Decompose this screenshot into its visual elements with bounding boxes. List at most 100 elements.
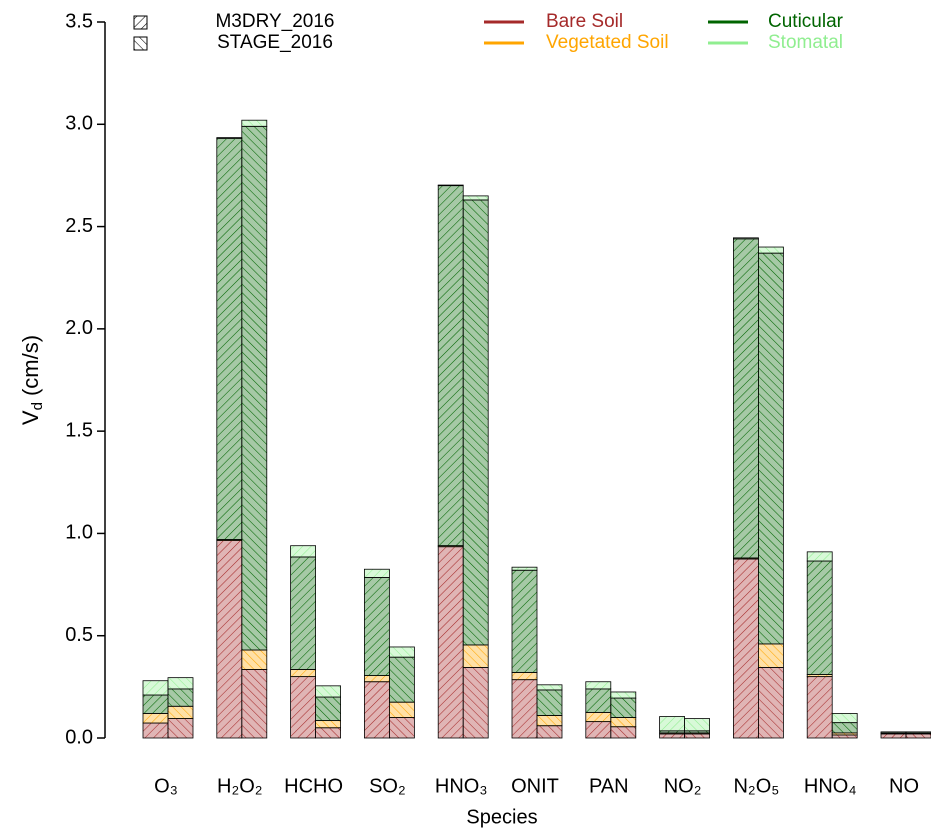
legend-label: Vegetated Soil bbox=[546, 32, 669, 53]
bar-segment bbox=[585, 721, 612, 739]
bar-segment bbox=[585, 681, 612, 690]
x-tick-label: PAN bbox=[589, 775, 629, 797]
bar-segment bbox=[437, 185, 464, 547]
bar-segment bbox=[733, 237, 759, 240]
bar-segment bbox=[167, 688, 194, 707]
bar-segment bbox=[684, 733, 710, 739]
y-tick-label: 3.0 bbox=[65, 113, 93, 135]
bar-segment bbox=[167, 718, 194, 739]
bar-segment bbox=[241, 119, 268, 127]
bar-segment bbox=[536, 725, 563, 739]
y-tick-label: 1.0 bbox=[65, 522, 93, 544]
legend-label: Bare Soil bbox=[546, 11, 623, 32]
x-tick-label: N₂O₅ bbox=[733, 775, 779, 797]
bar-segment bbox=[290, 556, 317, 670]
bar-segment bbox=[363, 568, 390, 578]
x-tick-label: O₃ bbox=[154, 775, 178, 797]
bar-segment bbox=[536, 689, 563, 716]
bar-segment bbox=[388, 717, 415, 739]
bar-segment bbox=[437, 184, 464, 187]
bar-segment bbox=[216, 137, 243, 140]
x-axis-label: Species bbox=[466, 806, 537, 828]
bar-segment bbox=[462, 667, 489, 739]
bar-segment bbox=[216, 138, 243, 540]
y-tick-label: 2.5 bbox=[65, 215, 93, 237]
legend-swatch bbox=[133, 15, 148, 30]
y-label-subscript: d bbox=[29, 402, 46, 410]
bar-segment bbox=[315, 685, 342, 698]
x-tick-label: HCHO bbox=[284, 775, 343, 797]
bar-segment bbox=[536, 715, 563, 727]
x-tick-label: NO₂ bbox=[664, 775, 702, 797]
bar-segment bbox=[315, 720, 342, 729]
bar-segment bbox=[806, 551, 833, 562]
bar-segment bbox=[905, 731, 931, 734]
bar-segment bbox=[610, 717, 637, 728]
bar-segment bbox=[758, 667, 784, 739]
legend-label: M3DRY_2016 bbox=[215, 11, 334, 32]
x-tick-label: SO₂ bbox=[369, 775, 406, 797]
bar-segment bbox=[363, 577, 390, 677]
bar-segment bbox=[585, 688, 612, 713]
bar-segment bbox=[167, 705, 194, 719]
y-tick-label: 3.5 bbox=[65, 10, 93, 32]
bar-segment bbox=[831, 722, 858, 734]
bar-segment bbox=[610, 691, 637, 699]
y-tick-label: 2.0 bbox=[65, 317, 93, 339]
bar-segment bbox=[388, 656, 415, 703]
bar-segment bbox=[585, 712, 612, 723]
bar-segment bbox=[758, 643, 784, 668]
bar-segment bbox=[241, 125, 268, 651]
y-tick-label: 1.5 bbox=[65, 419, 93, 441]
legend-label: Cuticular bbox=[768, 11, 844, 32]
bar-segment bbox=[758, 252, 784, 645]
legend-label: Stomatal bbox=[768, 32, 843, 53]
bar-segment bbox=[363, 675, 390, 683]
bar-segment bbox=[758, 246, 784, 254]
bar-segment bbox=[831, 713, 858, 724]
bar-segment bbox=[536, 684, 563, 691]
bar-segment bbox=[610, 697, 637, 718]
bar-segment bbox=[290, 676, 317, 739]
y-label-symbol: V bbox=[18, 410, 43, 425]
bar-segment bbox=[142, 722, 169, 739]
y-label-unit: (cm/s) bbox=[18, 335, 43, 396]
bar-segment bbox=[142, 680, 169, 696]
bar-segment bbox=[905, 733, 931, 739]
bar-segment bbox=[659, 733, 685, 739]
bar-segment bbox=[806, 676, 833, 739]
bar-segment bbox=[659, 716, 685, 732]
bar-segment bbox=[437, 546, 464, 739]
legend-label: STAGE_2016 bbox=[217, 32, 333, 53]
bar-segment bbox=[388, 646, 415, 658]
bar-segment bbox=[733, 558, 759, 739]
bar-segment bbox=[511, 679, 538, 739]
bar-segment bbox=[733, 238, 759, 559]
bar-segment bbox=[167, 677, 194, 690]
x-tick-label: H₂O₂ bbox=[217, 775, 263, 797]
bar-segment bbox=[290, 545, 317, 558]
bar-segment bbox=[290, 669, 317, 678]
bar-segment bbox=[462, 195, 489, 201]
bar-segment bbox=[511, 672, 538, 681]
bar-segment bbox=[462, 644, 489, 668]
bar-segment bbox=[511, 569, 538, 673]
bar-segment bbox=[684, 718, 710, 732]
bar-segment bbox=[315, 727, 342, 739]
y-tick-label: 0.5 bbox=[65, 624, 93, 646]
x-tick-label: HNO₄ bbox=[804, 775, 857, 797]
bar-segment bbox=[241, 669, 268, 739]
bar-segment bbox=[241, 649, 268, 670]
bar-segment bbox=[880, 731, 907, 734]
bar-segment bbox=[880, 733, 907, 739]
bar-segment bbox=[216, 540, 243, 739]
x-tick-label: HNO₃ bbox=[435, 775, 488, 797]
bar-segment bbox=[142, 694, 169, 714]
legend-swatch bbox=[133, 36, 148, 51]
x-tick-label: ONIT bbox=[511, 775, 559, 797]
x-tick-label: NO bbox=[889, 775, 919, 797]
bar-segment bbox=[511, 566, 538, 571]
bar-segment bbox=[831, 734, 858, 739]
bar-segment bbox=[806, 560, 833, 675]
